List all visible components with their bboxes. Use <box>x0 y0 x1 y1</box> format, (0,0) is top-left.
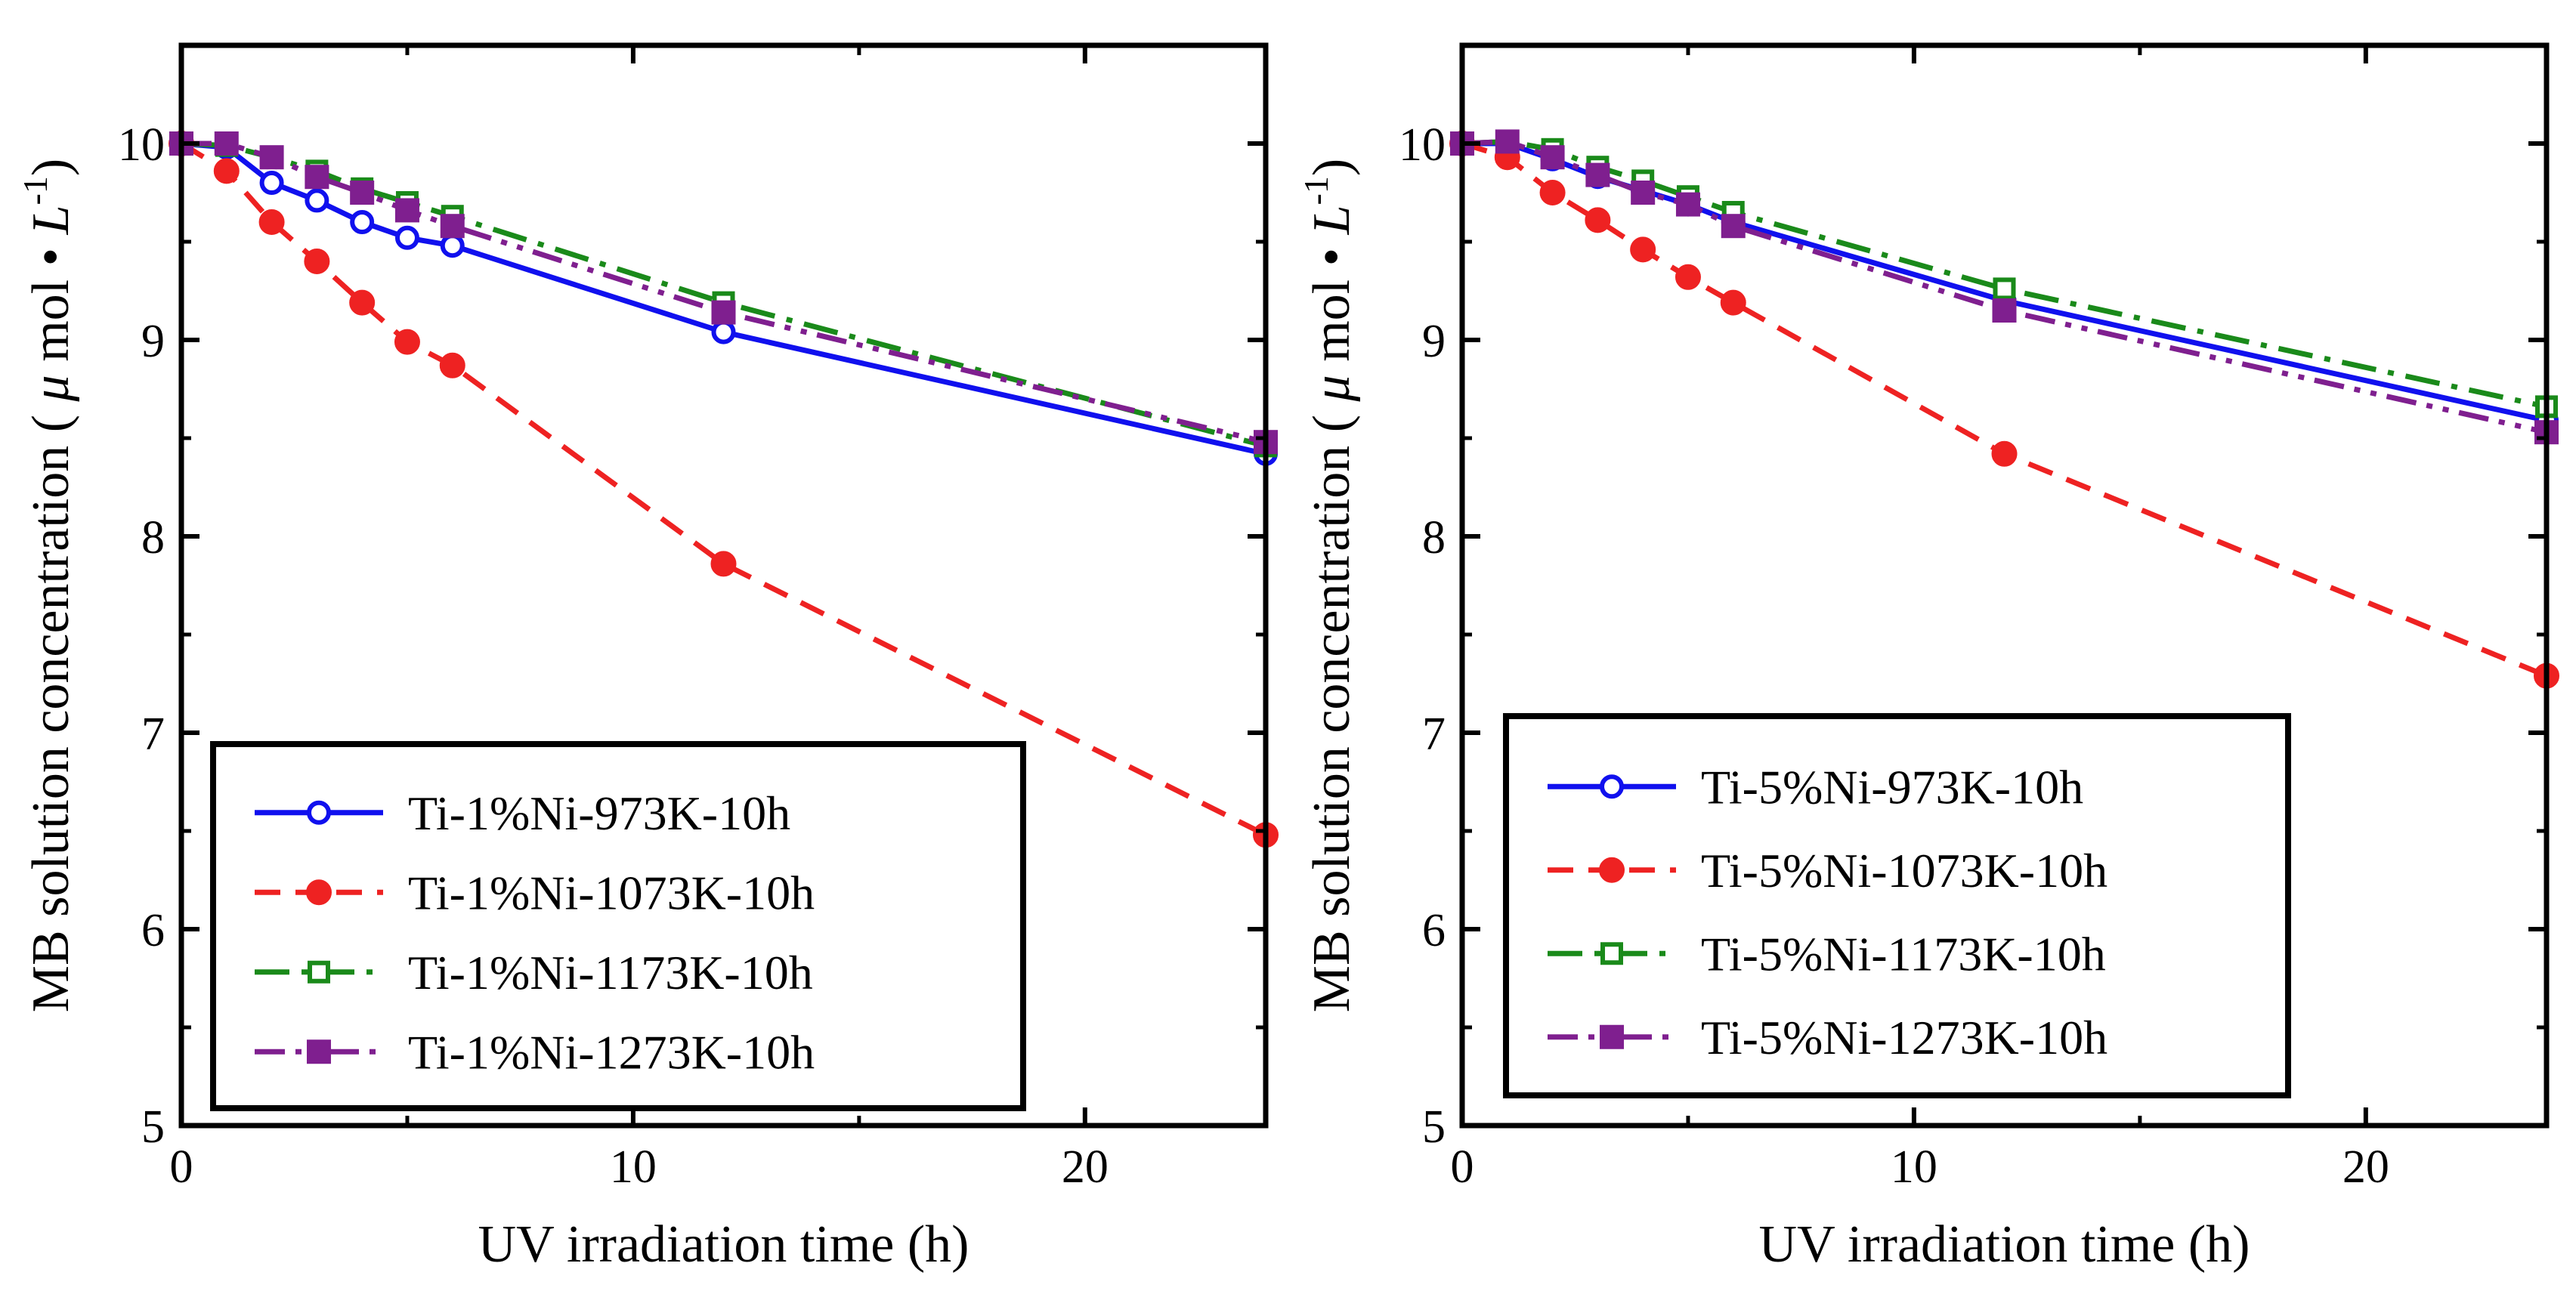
x-tick-label: 10 <box>1891 1141 1937 1193</box>
legend-label-4: Ti-5%Ni-1273K-10h <box>1701 1011 2107 1064</box>
y-tick-label: 7 <box>1422 709 1446 760</box>
y-axis-label-part: -1 <box>1297 176 1335 205</box>
data-point-s2-8 <box>710 551 737 577</box>
legend-label-3: Ti-5%Ni-1173K-10h <box>1701 927 2106 981</box>
y-tick-label: 6 <box>1422 905 1446 956</box>
y-tick-label: 5 <box>141 1101 165 1153</box>
data-point-s1-6 <box>394 225 419 250</box>
legend-marker-1 <box>1600 774 1624 799</box>
x-tick-label: 0 <box>1451 1141 1474 1193</box>
legend-marker-3 <box>1600 942 1623 965</box>
data-point-s4-3 <box>259 145 284 170</box>
y-tick-label: 10 <box>118 119 165 171</box>
y-axis-label-part: -1 <box>16 176 54 205</box>
legend-marker-1 <box>307 800 331 825</box>
legend-label-2: Ti-5%Ni-1073K-10h <box>1701 844 2107 897</box>
series-line-2 <box>1461 141 2548 678</box>
plot-frame <box>178 42 1269 1129</box>
data-point-s2-8 <box>1991 440 2018 467</box>
data-point-s2-5 <box>1630 236 1656 263</box>
chart-panel-1: 5 6 7 8 9 10 0 10 20 UV irradiation time (h) MB so… <box>16 42 1279 1274</box>
y-axis-label-part: μ <box>1303 375 1361 402</box>
legend-marker-4 <box>307 1039 331 1064</box>
y-axis-label-part: MB solution concentration ( <box>22 401 80 1012</box>
data-point-s2-3 <box>1539 180 1566 205</box>
y-tick-label: 5 <box>1422 1101 1446 1153</box>
legend-marker-4 <box>1600 1024 1624 1049</box>
data-point-s3-8 <box>1993 277 2016 301</box>
data-point-s4-4 <box>1585 162 1610 187</box>
y-axis-label: MB solution concentration ( μ mol • L-1) <box>16 159 80 1012</box>
legend-marker-3 <box>308 960 330 984</box>
y-tick-label: 8 <box>141 512 165 564</box>
legend-marker-2 <box>1599 857 1625 883</box>
y-tick-label: 9 <box>1422 316 1446 367</box>
legend-label-1: Ti-1%Ni-973K-10h <box>408 786 790 840</box>
series-line-3 <box>181 141 1266 449</box>
data-point-s4-5 <box>1631 181 1656 205</box>
legend-label-3: Ti-1%Ni-1173K-10h <box>408 946 813 999</box>
data-point-s2-5 <box>349 289 376 316</box>
legend-label-4: Ti-1%Ni-1273K-10h <box>408 1025 815 1079</box>
data-point-s1-8 <box>711 320 736 344</box>
data-point-s4-8 <box>1992 298 2017 323</box>
data-point-s2-4 <box>304 249 330 274</box>
data-point-s2-6 <box>1675 264 1701 290</box>
data-point-s4-2 <box>214 131 239 156</box>
chart-panel-2: 5 6 7 8 9 10 0 10 20 UV irradiation time (h) MB so… <box>1297 42 2559 1274</box>
data-point-s4-6 <box>394 198 419 223</box>
legend-box <box>1503 713 2291 1098</box>
y-tick-label: 9 <box>141 316 165 367</box>
x-axis-label: UV irradiation time (h) <box>478 1215 969 1274</box>
legend: Ti-1%Ni-973K-10h Ti-1%Ni-1073K-10h Ti-1%Ni… <box>210 741 1026 1111</box>
data-point-s2-6 <box>394 329 420 355</box>
y-axis-label-part: L <box>22 205 80 235</box>
data-point-s4-3 <box>1540 145 1565 170</box>
data-point-s2-7 <box>1720 289 1746 316</box>
legend-box <box>210 741 1026 1111</box>
data-point-s2-7 <box>439 352 465 378</box>
data-point-s4-8 <box>711 300 736 325</box>
legend-label-2: Ti-1%Ni-1073K-10h <box>408 866 815 919</box>
y-axis-label-part: ) <box>22 159 80 176</box>
y-axis-label-part: mol • <box>22 234 80 375</box>
y-axis-label-part: L <box>1303 205 1361 235</box>
data-point-s4-2 <box>1495 129 1520 154</box>
y-axis-label-part: μ <box>22 375 80 402</box>
data-point-s2-4 <box>1585 207 1611 233</box>
y-tick-label: 6 <box>141 905 165 956</box>
data-point-s4-4 <box>305 165 329 190</box>
y-tick-label: 10 <box>1399 119 1446 171</box>
y-tick-label: 8 <box>1422 512 1446 564</box>
data-point-s1-7 <box>440 233 465 258</box>
y-axis-label-part: mol • <box>1303 234 1361 375</box>
data-point-s1-3 <box>259 171 284 195</box>
legend-marker-2 <box>306 879 332 906</box>
x-tick-label: 10 <box>610 1141 657 1193</box>
data-point-s4-7 <box>440 214 465 239</box>
data-point-s1-4 <box>305 188 329 213</box>
data-point-s4-6 <box>1675 192 1700 217</box>
data-point-s2-3 <box>258 209 285 235</box>
x-tick-label: 0 <box>170 1141 193 1193</box>
y-axis-label-part: MB solution concentration ( <box>1303 401 1361 1012</box>
x-tick-label: 20 <box>2343 1141 2389 1193</box>
legend: Ti-5%Ni-973K-10h Ti-5%Ni-1073K-10h Ti-5%Ni… <box>1503 713 2291 1098</box>
x-tick-label: 20 <box>1062 1141 1109 1193</box>
data-point-s4-7 <box>1721 214 1746 239</box>
y-tick-label: 7 <box>141 709 165 760</box>
data-point-s2-2 <box>213 158 240 184</box>
series-line-2 <box>180 141 1267 838</box>
series-line-3 <box>1461 138 2547 409</box>
x-axis-label: UV irradiation time (h) <box>1759 1215 2250 1274</box>
legend-label-1: Ti-5%Ni-973K-10h <box>1701 760 2083 814</box>
data-point-s1-5 <box>350 210 375 234</box>
data-point-s4-5 <box>350 181 375 205</box>
y-axis-label: MB solution concentration ( μ mol • L-1) <box>1297 159 1361 1012</box>
plot-frame <box>1459 42 2550 1129</box>
y-axis-label-part: ) <box>1303 159 1361 176</box>
